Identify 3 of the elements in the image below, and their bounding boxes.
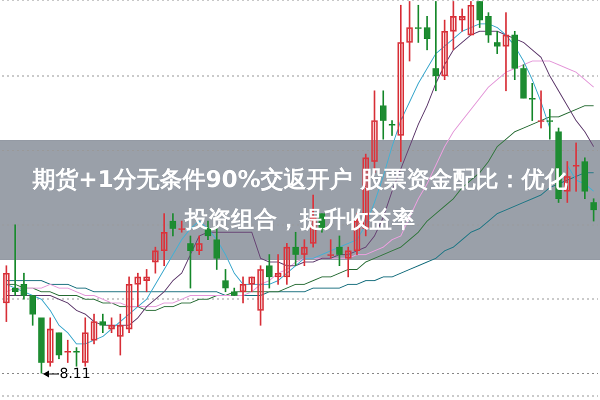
annotation: 8.11 xyxy=(59,366,91,382)
candlestick xyxy=(178,220,186,233)
candlestick xyxy=(414,4,422,43)
